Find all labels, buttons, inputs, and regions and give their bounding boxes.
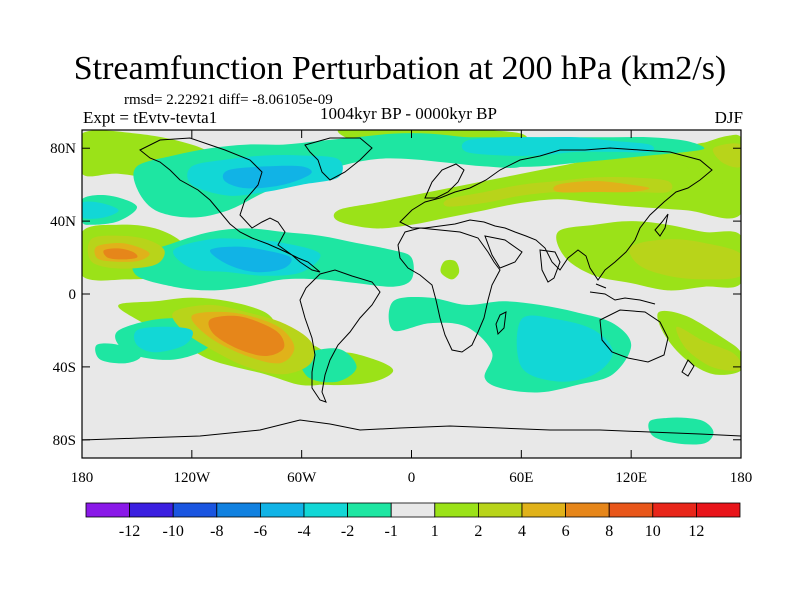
colorbar-swatch bbox=[390, 502, 436, 518]
coastline-arabia bbox=[484, 235, 523, 269]
colorbar-swatch bbox=[608, 502, 654, 518]
colorbar-label: 12 bbox=[688, 523, 704, 540]
colorbar-label: 10 bbox=[645, 523, 661, 540]
contour-neg-indian-4 bbox=[516, 315, 613, 382]
season-label: DJF bbox=[714, 108, 743, 127]
lon-tick-label: 60W bbox=[287, 470, 317, 486]
colorbar-label: 6 bbox=[562, 523, 570, 540]
period-label: 1004kyr BP - 0000kyr BP bbox=[320, 104, 497, 123]
lon-tick-label: 60E bbox=[509, 470, 533, 486]
contour-neg-antarctic bbox=[648, 417, 714, 445]
lon-tick-label: 120E bbox=[615, 470, 647, 486]
chart-title: Streamfunction Perturbation at 200 hPa (… bbox=[73, 50, 727, 87]
lat-tick-label: 40N bbox=[50, 214, 76, 230]
lat-tick-label: 40S bbox=[53, 360, 76, 376]
contour-neg-tropical-6 bbox=[209, 246, 292, 273]
colorbar-label: 8 bbox=[605, 523, 613, 540]
colorbar-label: -6 bbox=[254, 523, 267, 540]
colorbar-label: 1 bbox=[431, 523, 439, 540]
contour-pos-eurasia-band bbox=[333, 135, 741, 229]
coastline-indonesia bbox=[589, 283, 656, 305]
colorbar-label: -2 bbox=[341, 523, 354, 540]
contour-neg-sh-eastpac-4 bbox=[134, 326, 193, 353]
coastline-australia bbox=[599, 309, 669, 363]
coastline-antarctica bbox=[82, 419, 741, 441]
coastline-madagascar bbox=[495, 311, 507, 336]
colorbar-swatch bbox=[85, 502, 130, 518]
contour-pos-central-pac-8 bbox=[103, 248, 138, 260]
colorbar-swatch bbox=[565, 502, 610, 518]
stats-label: rmsd= 2.22921 diff= -8.06105e-09 bbox=[124, 92, 333, 108]
lon-tick-label: 180 bbox=[71, 470, 94, 486]
map-ticks: 80N 40N 0 40S 80S 180 120W 60W 0 60E 120E 180 bbox=[50, 130, 752, 486]
coastline-greenland bbox=[304, 137, 373, 181]
colorbar-swatch bbox=[303, 502, 348, 518]
coastline-japan bbox=[654, 213, 669, 237]
colorbar-swatch bbox=[216, 502, 261, 518]
lon-tick-label: 180 bbox=[730, 470, 753, 486]
contour-neg-se-pac bbox=[95, 343, 141, 364]
coastline-india bbox=[539, 249, 561, 283]
colorbar: -12 -10 -8 -6 -4 -2 -1 1 2 4 6 8 10 12 bbox=[85, 502, 741, 540]
colorbar-swatch bbox=[129, 502, 174, 518]
colorbar-label: -10 bbox=[163, 523, 184, 540]
colorbar-label: -12 bbox=[119, 523, 140, 540]
contour-pos-australia-4 bbox=[676, 326, 741, 371]
colorbar-swatch bbox=[434, 502, 479, 518]
contour-pos-sam-8 bbox=[208, 315, 285, 356]
coastline-eurasia bbox=[399, 147, 713, 281]
colorbar-label: -8 bbox=[210, 523, 223, 540]
colorbar-swatch bbox=[521, 502, 566, 518]
colorbar-label: -4 bbox=[297, 523, 310, 540]
contour-pos-seasia-4 bbox=[629, 239, 741, 280]
colorbar-label: 4 bbox=[518, 523, 526, 540]
coastline-new-zealand bbox=[681, 359, 695, 377]
colorbar-swatch bbox=[652, 502, 697, 518]
lat-tick-label: 80S bbox=[53, 433, 76, 449]
lat-tick-label: 80N bbox=[50, 141, 76, 157]
lon-tick-label: 0 bbox=[408, 470, 416, 486]
colorbar-swatch bbox=[259, 502, 305, 518]
coastline-scandinavia bbox=[424, 163, 465, 199]
colorbar-swatch bbox=[172, 502, 218, 518]
contour-pos-africa-small bbox=[440, 259, 460, 280]
contour-neg-na-6 bbox=[222, 165, 312, 189]
colorbar-label: 2 bbox=[474, 523, 482, 540]
contour-fields bbox=[82, 130, 741, 445]
contour-pos-npac-east-core bbox=[712, 143, 741, 168]
colorbar-swatch bbox=[696, 502, 741, 518]
contour-pos-eurasia-strong bbox=[553, 181, 650, 193]
lat-tick-label: 0 bbox=[69, 287, 77, 303]
contour-neg-eurasia-4 bbox=[461, 137, 655, 156]
colorbar-label: -1 bbox=[385, 523, 398, 540]
lon-tick-label: 120W bbox=[173, 470, 211, 486]
coastlines bbox=[82, 137, 741, 441]
coastline-north-america bbox=[139, 137, 321, 273]
experiment-label: Expt = tEvtv-tevta1 bbox=[83, 108, 218, 127]
coastline-africa bbox=[397, 227, 501, 353]
coastline-south-america bbox=[299, 269, 381, 403]
contour-neg-npac-west-4 bbox=[82, 201, 119, 219]
colorbar-swatch bbox=[477, 502, 523, 518]
colorbar-swatch bbox=[347, 502, 392, 518]
